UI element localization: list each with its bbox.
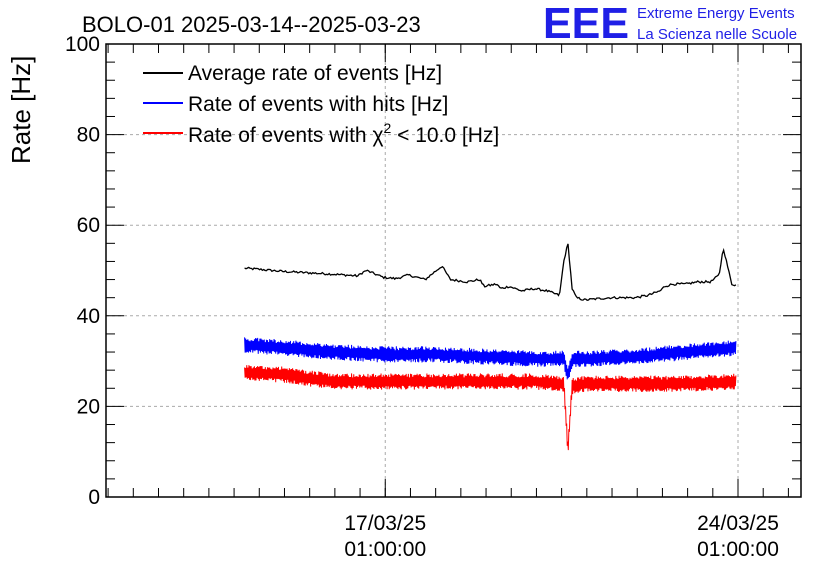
legend-label-chi2: Rate of events with χ2 < 10.0 [Hz] (188, 120, 499, 147)
series-layer (244, 243, 737, 451)
chart-title: BOLO-01 2025-03-14--2025-03-23 (82, 12, 421, 37)
x-tick-label-date: 24/03/25 (697, 512, 779, 535)
y-tick-label: 60 (77, 214, 100, 237)
eee-logo-letters: EEE (543, 0, 629, 48)
eee-logo-line1: Extreme Energy Events (637, 5, 795, 22)
legend-label-average: Average rate of events [Hz] (188, 62, 442, 85)
legend-chi2-symbol: χ (372, 124, 383, 147)
x-tick-label-date: 17/03/25 (344, 512, 426, 535)
y-tick-label: 0 (88, 486, 100, 509)
y-tick-label: 20 (77, 395, 100, 418)
legend-label-hits: Rate of events with hits [Hz] (188, 93, 448, 116)
series-line-1 (244, 337, 737, 380)
axis-ticks: 0 20 40 60 80 100 17/03/25 01:00:00 24/03/25 01:0… (65, 33, 801, 561)
eee-logo: EEE Extreme Energy Events La Scienza nel… (543, 0, 797, 48)
legend-chi2-prefix: Rate of events with (188, 124, 372, 147)
legend: Average rate of events [Hz] Rate of even… (143, 62, 499, 147)
plot-frame (105, 43, 802, 498)
x-tick-label-time: 01:00:00 (697, 538, 779, 561)
eee-logo-line2: La Scienza nelle Scuole (637, 26, 797, 43)
y-axis-label: Rate [Hz] (6, 56, 36, 164)
legend-chi2-superscript: 2 (383, 120, 391, 136)
y-tick-label: 40 (77, 305, 100, 328)
legend-chi2-suffix: < 10.0 [Hz] (391, 124, 499, 147)
series-line-0 (244, 243, 737, 301)
y-tick-label: 100 (65, 33, 100, 56)
x-tick-label-time: 01:00:00 (344, 538, 426, 561)
grid (106, 44, 801, 497)
y-tick-label: 80 (77, 124, 100, 147)
series-line-2 (244, 365, 737, 451)
